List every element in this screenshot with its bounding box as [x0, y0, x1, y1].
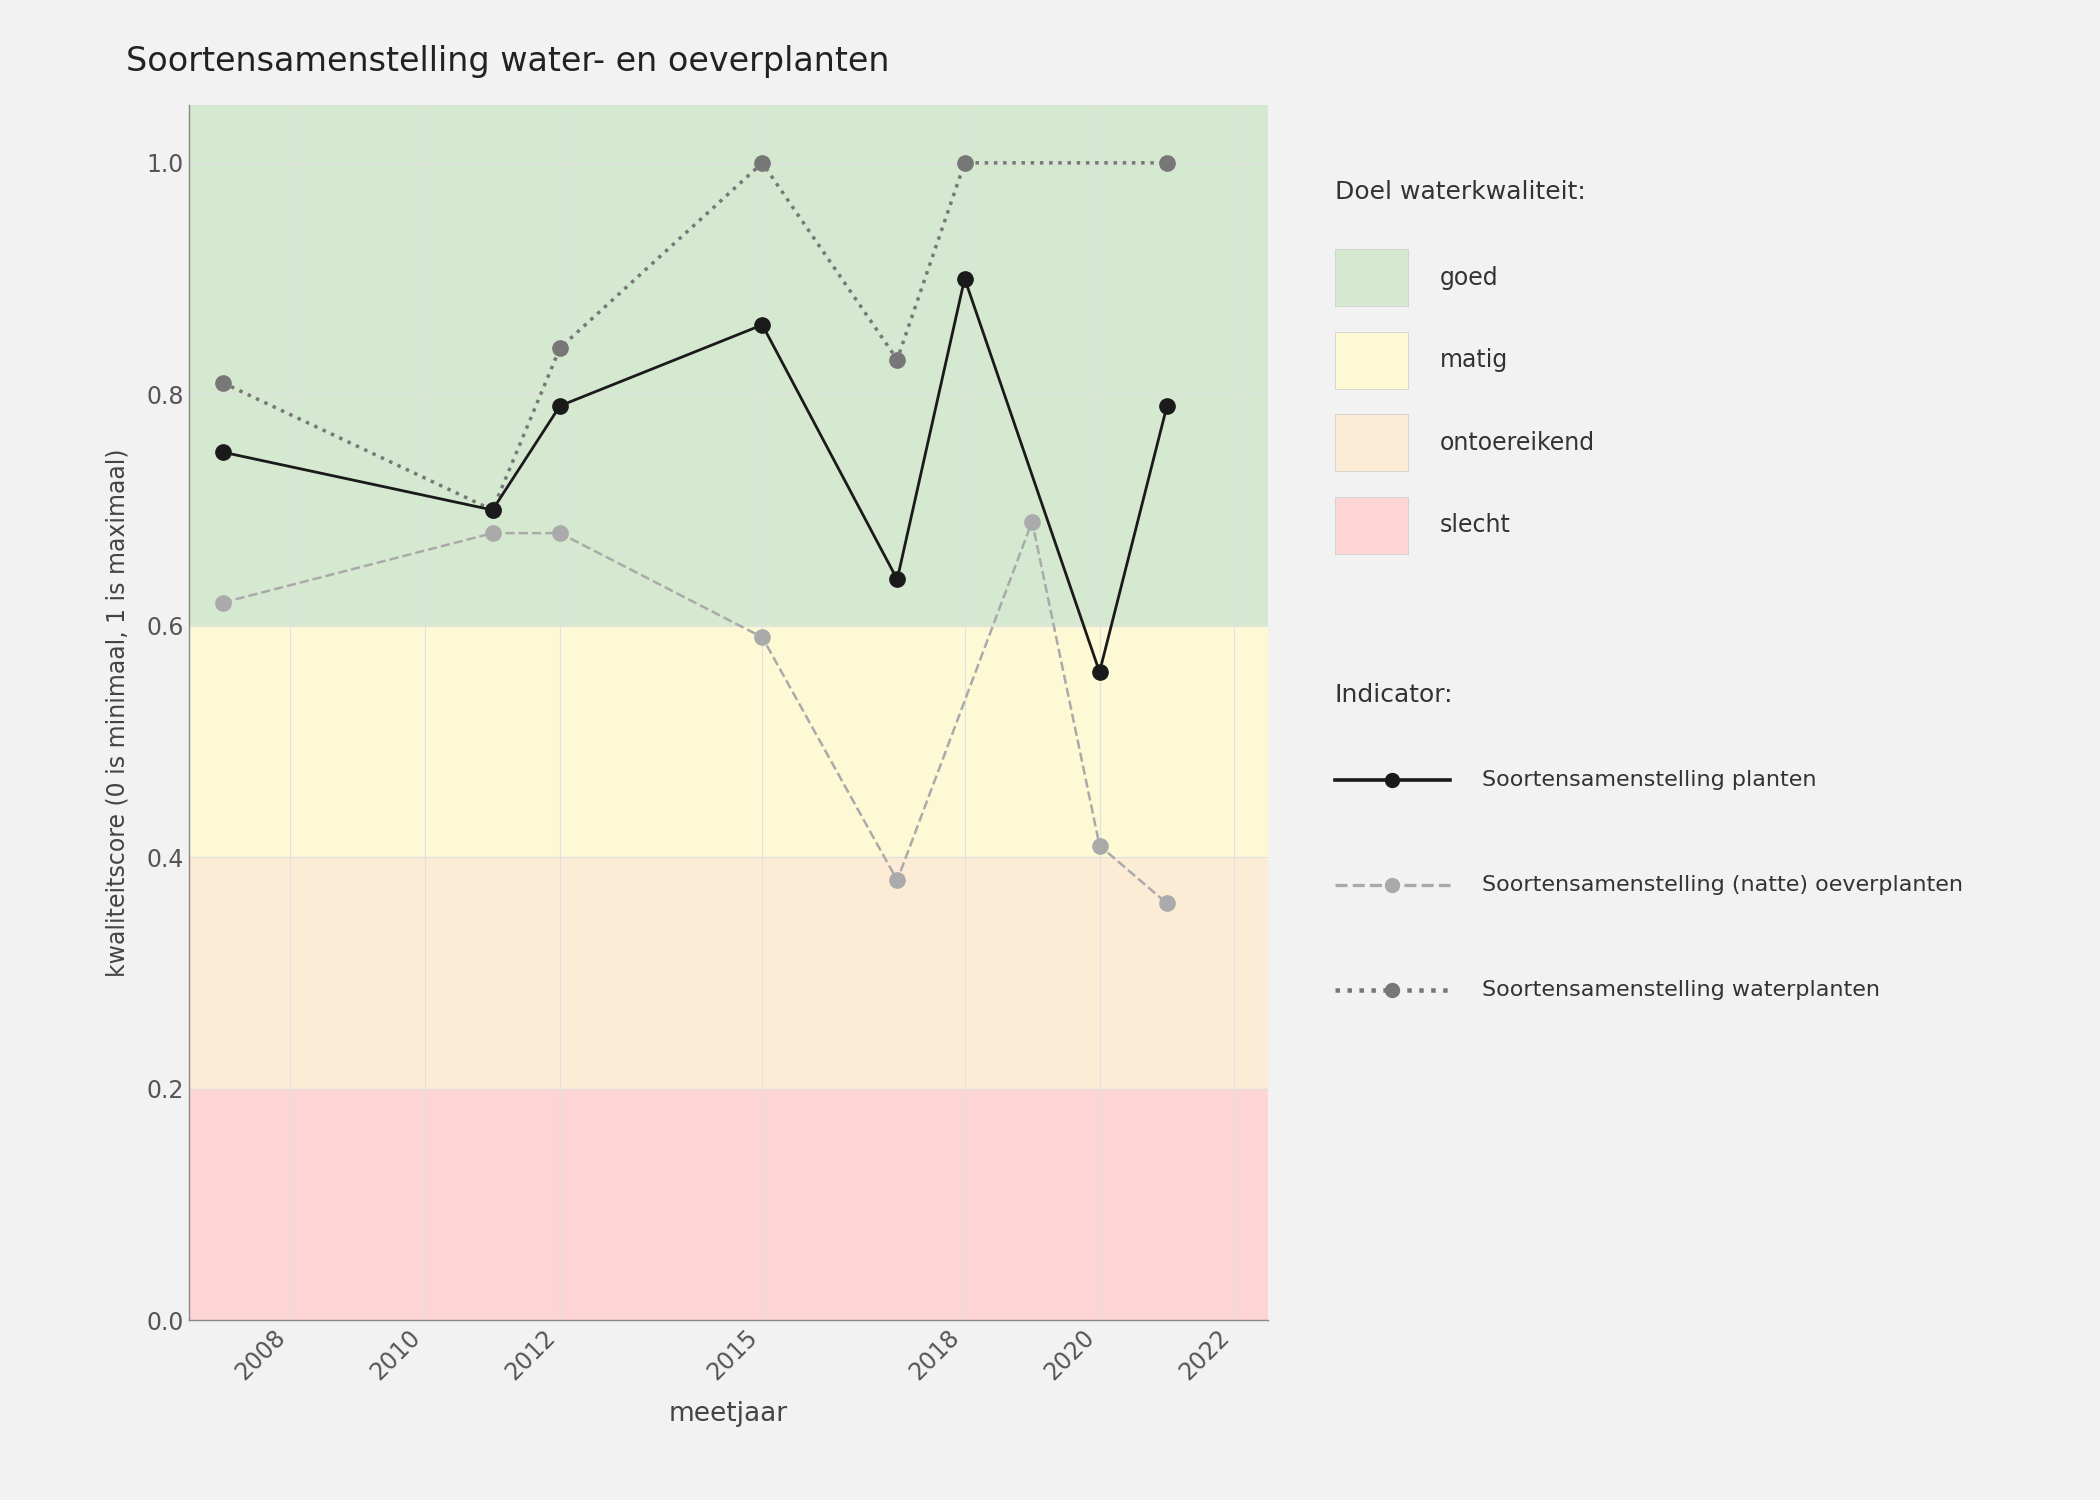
Text: Soortensamenstelling water- en oeverplanten: Soortensamenstelling water- en oeverplan… — [126, 45, 890, 78]
Text: Soortensamenstelling (natte) oeverplanten: Soortensamenstelling (natte) oeverplante… — [1483, 874, 1964, 896]
Text: Soortensamenstelling waterplanten: Soortensamenstelling waterplanten — [1483, 980, 1880, 1000]
Bar — [189, 626, 1268, 856]
X-axis label: meetjaar: meetjaar — [670, 1401, 788, 1426]
Bar — [189, 1089, 1268, 1320]
Text: matig: matig — [1441, 348, 1508, 372]
Text: Indicator:: Indicator: — [1336, 682, 1453, 706]
Bar — [189, 856, 1268, 1089]
Y-axis label: kwaliteitscore (0 is minimaal, 1 is maximaal): kwaliteitscore (0 is minimaal, 1 is maxi… — [105, 448, 130, 976]
Bar — [189, 105, 1268, 626]
Text: ontoereikend: ontoereikend — [1441, 430, 1594, 454]
Text: goed: goed — [1441, 266, 1499, 290]
Text: Doel waterkwaliteit:: Doel waterkwaliteit: — [1336, 180, 1586, 204]
Text: slecht: slecht — [1441, 513, 1510, 537]
Text: Soortensamenstelling planten: Soortensamenstelling planten — [1483, 770, 1816, 790]
